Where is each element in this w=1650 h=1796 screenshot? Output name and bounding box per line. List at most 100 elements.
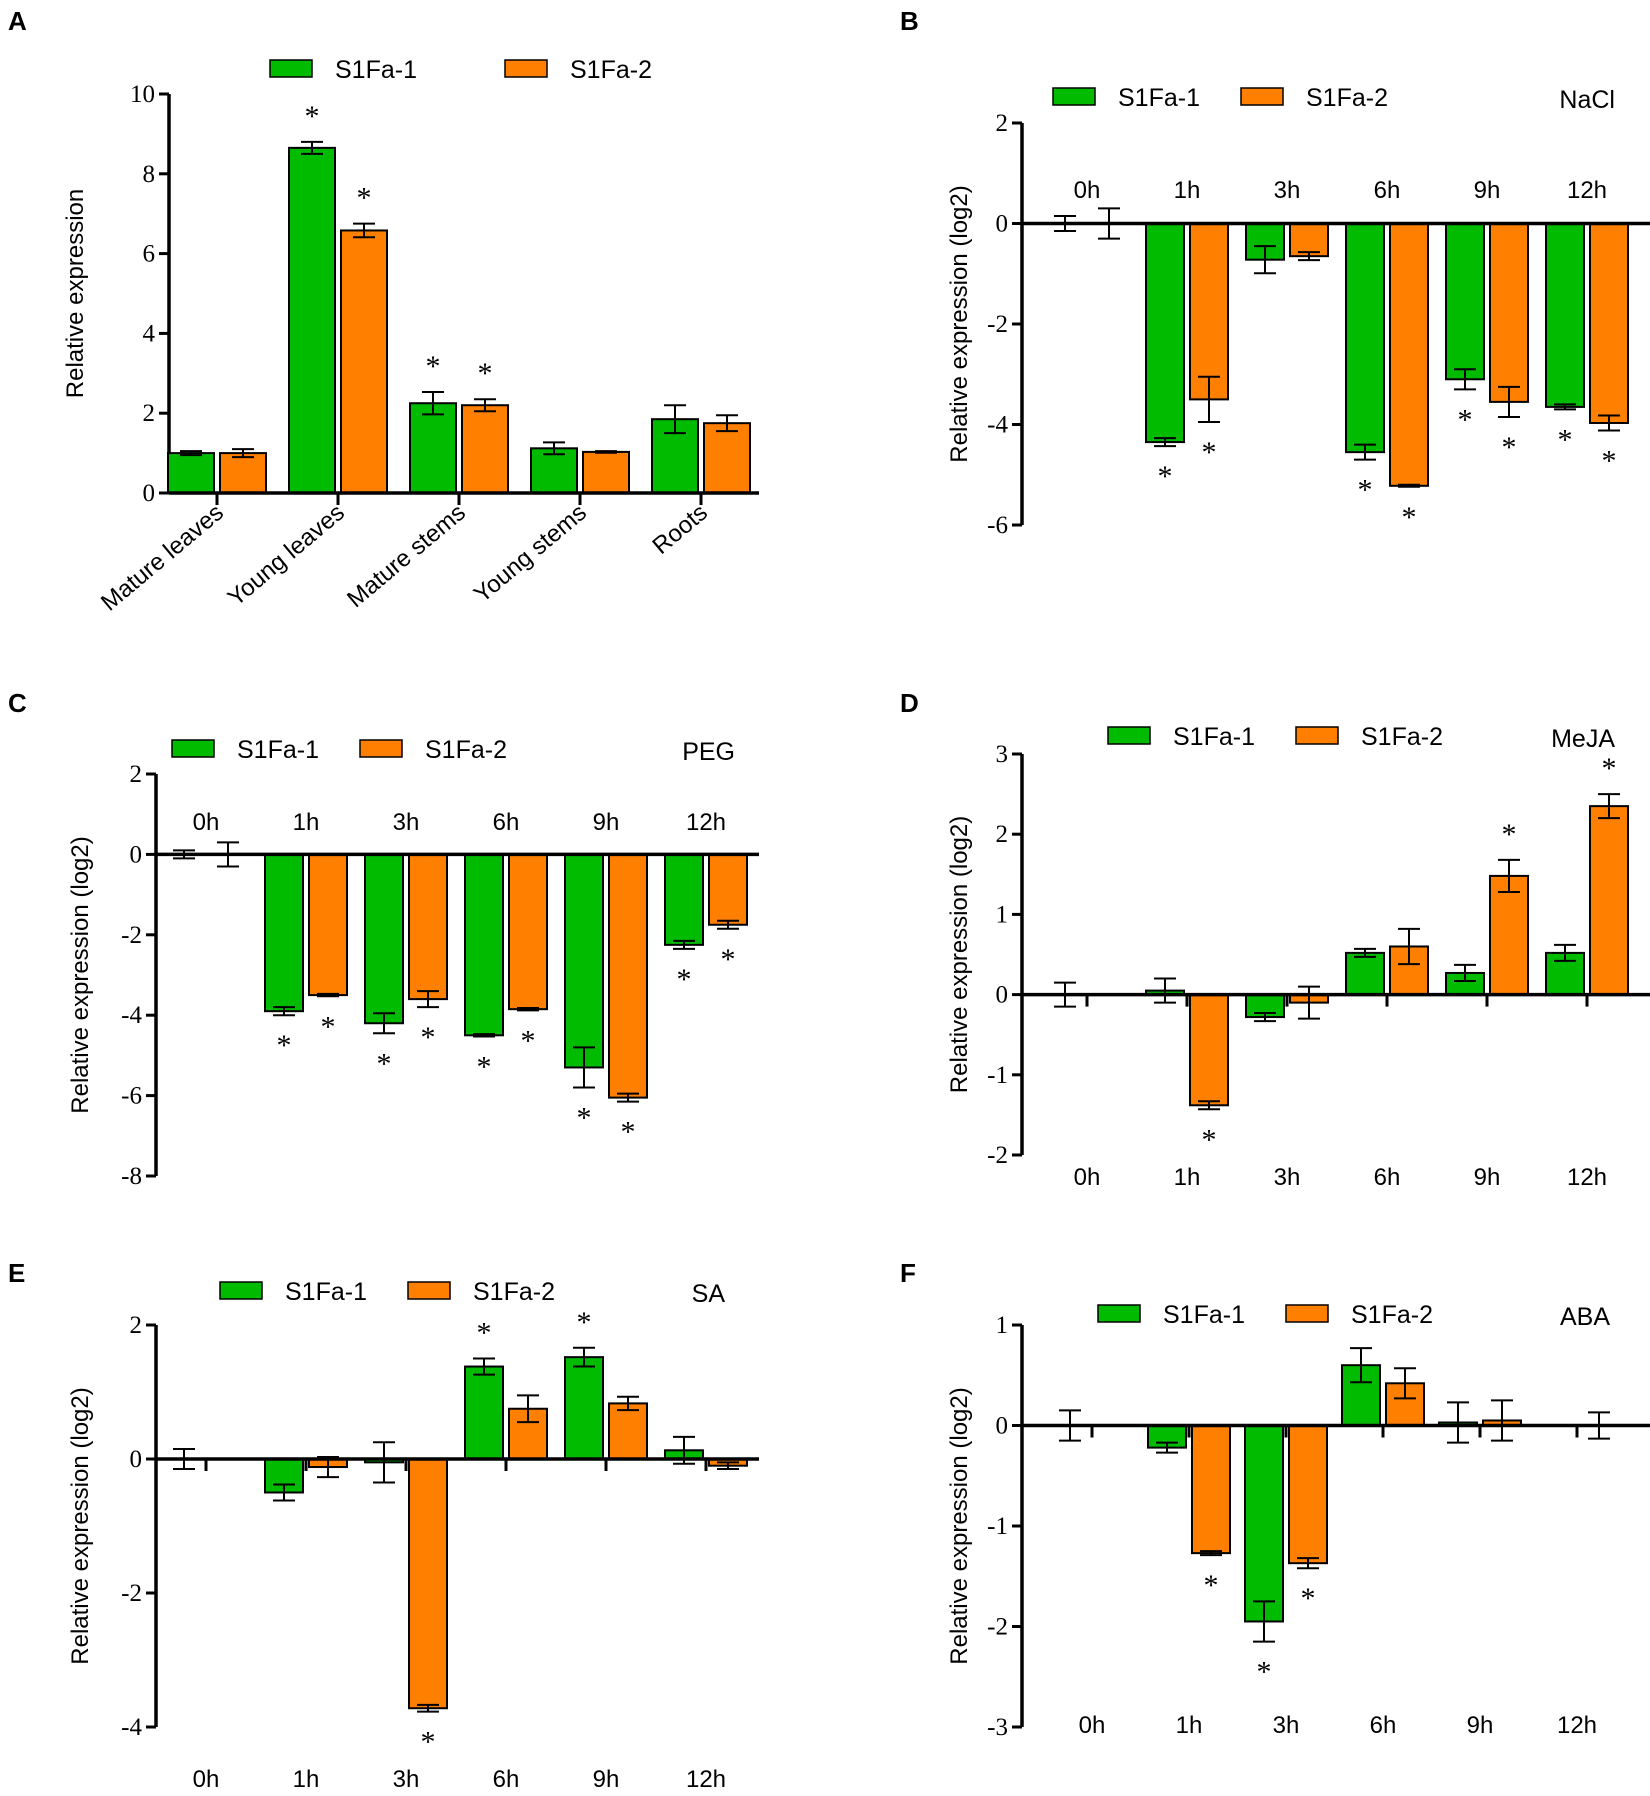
bar <box>582 450 630 495</box>
x-tick-label: 9h <box>593 1766 620 1793</box>
bar <box>408 1458 448 1710</box>
significance-star: * <box>477 1051 492 1084</box>
y-tick-label: 0 <box>996 1413 1009 1440</box>
y-tick-label: -1 <box>987 1513 1008 1540</box>
y-tick-label: 2 <box>130 761 143 788</box>
y-tick-label: -6 <box>121 1083 142 1110</box>
x-tick-label: 9h <box>1467 1712 1494 1739</box>
legend-label: S1Fa-2 <box>1361 723 1443 751</box>
significance-star: * <box>1257 1656 1272 1689</box>
bar <box>608 1402 648 1461</box>
bar <box>1589 222 1629 424</box>
x-tick-label: 0h <box>1074 1164 1101 1191</box>
significance-star: * <box>357 182 372 215</box>
y-tick-label: 2 <box>996 110 1009 137</box>
bar <box>608 853 648 1099</box>
significance-star: * <box>1502 431 1517 464</box>
x-tick-label: 6h <box>493 1766 520 1793</box>
x-tick-label: Mature leaves <box>96 499 229 617</box>
significance-star: * <box>721 943 736 976</box>
y-tick-label: -2 <box>121 922 142 949</box>
y-axis-label: Relative expression (log2) <box>67 1387 94 1664</box>
legend-label: S1Fa-1 <box>1163 1301 1245 1329</box>
legend-swatch <box>269 59 313 78</box>
legend-swatch <box>1107 726 1151 745</box>
panel-letter: F <box>900 1258 916 1288</box>
y-tick-label: 3 <box>996 741 1009 768</box>
x-tick-label: 3h <box>1274 1164 1301 1191</box>
legend-swatch <box>219 1281 263 1300</box>
bar <box>1545 222 1585 408</box>
x-tick-label: 1h <box>293 809 320 836</box>
x-tick-label: 12h <box>1567 1164 1607 1191</box>
significance-star: * <box>1602 445 1617 478</box>
x-tick-label: 6h <box>1374 177 1401 204</box>
legend-label: S1Fa-1 <box>237 736 319 764</box>
x-tick-label: 9h <box>1474 1164 1501 1191</box>
panel-letter: E <box>8 1258 25 1288</box>
y-tick-label: 2 <box>143 400 156 427</box>
x-tick-label: 9h <box>1474 177 1501 204</box>
significance-star: * <box>1358 474 1373 507</box>
x-tick-label: Young stems <box>469 499 592 608</box>
panel-letter: D <box>900 688 919 718</box>
bar <box>1191 1424 1231 1555</box>
x-tick-label: 12h <box>686 1766 726 1793</box>
x-tick-label: 3h <box>393 809 420 836</box>
legend-swatch <box>1285 1304 1329 1323</box>
bar <box>461 404 509 494</box>
significance-star: * <box>321 1010 336 1043</box>
bar <box>564 1356 604 1461</box>
y-tick-label: -4 <box>121 1002 142 1029</box>
y-tick-label: 0 <box>996 982 1009 1009</box>
bar <box>1445 222 1485 381</box>
bar <box>708 853 748 926</box>
bar <box>564 853 604 1069</box>
condition-label: ABA <box>1560 1303 1610 1331</box>
x-tick-label: 12h <box>1567 177 1607 204</box>
significance-star: * <box>478 357 493 390</box>
bar <box>1489 874 1529 996</box>
significance-star: * <box>1502 818 1517 851</box>
bar <box>1345 951 1385 996</box>
bar <box>1489 222 1529 403</box>
significance-star: * <box>477 1317 492 1350</box>
y-tick-label: 10 <box>130 81 155 108</box>
y-tick-label: 0 <box>143 480 156 507</box>
panel-B: B S1Fa-1 S1Fa-2 NaCl Relative expression (lo… <box>900 6 1650 539</box>
x-tick-label: 0h <box>1074 177 1101 204</box>
panel-letter: A <box>8 6 27 36</box>
y-tick-label: 8 <box>143 161 156 188</box>
x-tick-label: 0h <box>193 1766 220 1793</box>
y-tick-label: -4 <box>987 412 1008 439</box>
panel-C: C S1Fa-1 S1Fa-2 PEG Relative expression (log… <box>8 688 759 1190</box>
significance-star: * <box>1301 1582 1316 1615</box>
y-tick-label: 0 <box>130 1446 143 1473</box>
bar <box>1389 222 1429 487</box>
legend-label: S1Fa-1 <box>1173 723 1255 751</box>
panel-D: D S1Fa-1 S1Fa-2 MeJA Relative expression (lo… <box>900 688 1650 1191</box>
bar <box>409 402 457 495</box>
x-tick-label: 6h <box>493 809 520 836</box>
bar <box>1345 222 1385 454</box>
y-tick-label: 2 <box>996 821 1009 848</box>
bar <box>1189 222 1229 401</box>
x-tick-label: Roots <box>647 499 712 560</box>
x-tick-label: 3h <box>393 1766 420 1793</box>
y-axis-label: Relative expression (log2) <box>67 836 94 1113</box>
legend-label: S1Fa-1 <box>1118 84 1200 112</box>
y-axis-label: Relative expression <box>62 189 89 398</box>
legend-label: S1Fa-2 <box>570 56 652 84</box>
condition-label: PEG <box>682 738 735 766</box>
x-tick-label: 6h <box>1370 1712 1397 1739</box>
significance-star: * <box>677 963 692 996</box>
x-tick-label: 9h <box>593 809 620 836</box>
bar <box>1288 1424 1328 1565</box>
panel-A: A S1Fa-1 S1Fa-2 Relative expression 0 2 4 6 8 10 M… <box>8 6 759 616</box>
x-tick-label: 0h <box>1079 1712 1106 1739</box>
bar <box>264 853 304 1013</box>
legend-label: S1Fa-1 <box>285 1278 367 1306</box>
x-tick-label: 3h <box>1274 177 1301 204</box>
legend-swatch <box>1052 87 1096 106</box>
